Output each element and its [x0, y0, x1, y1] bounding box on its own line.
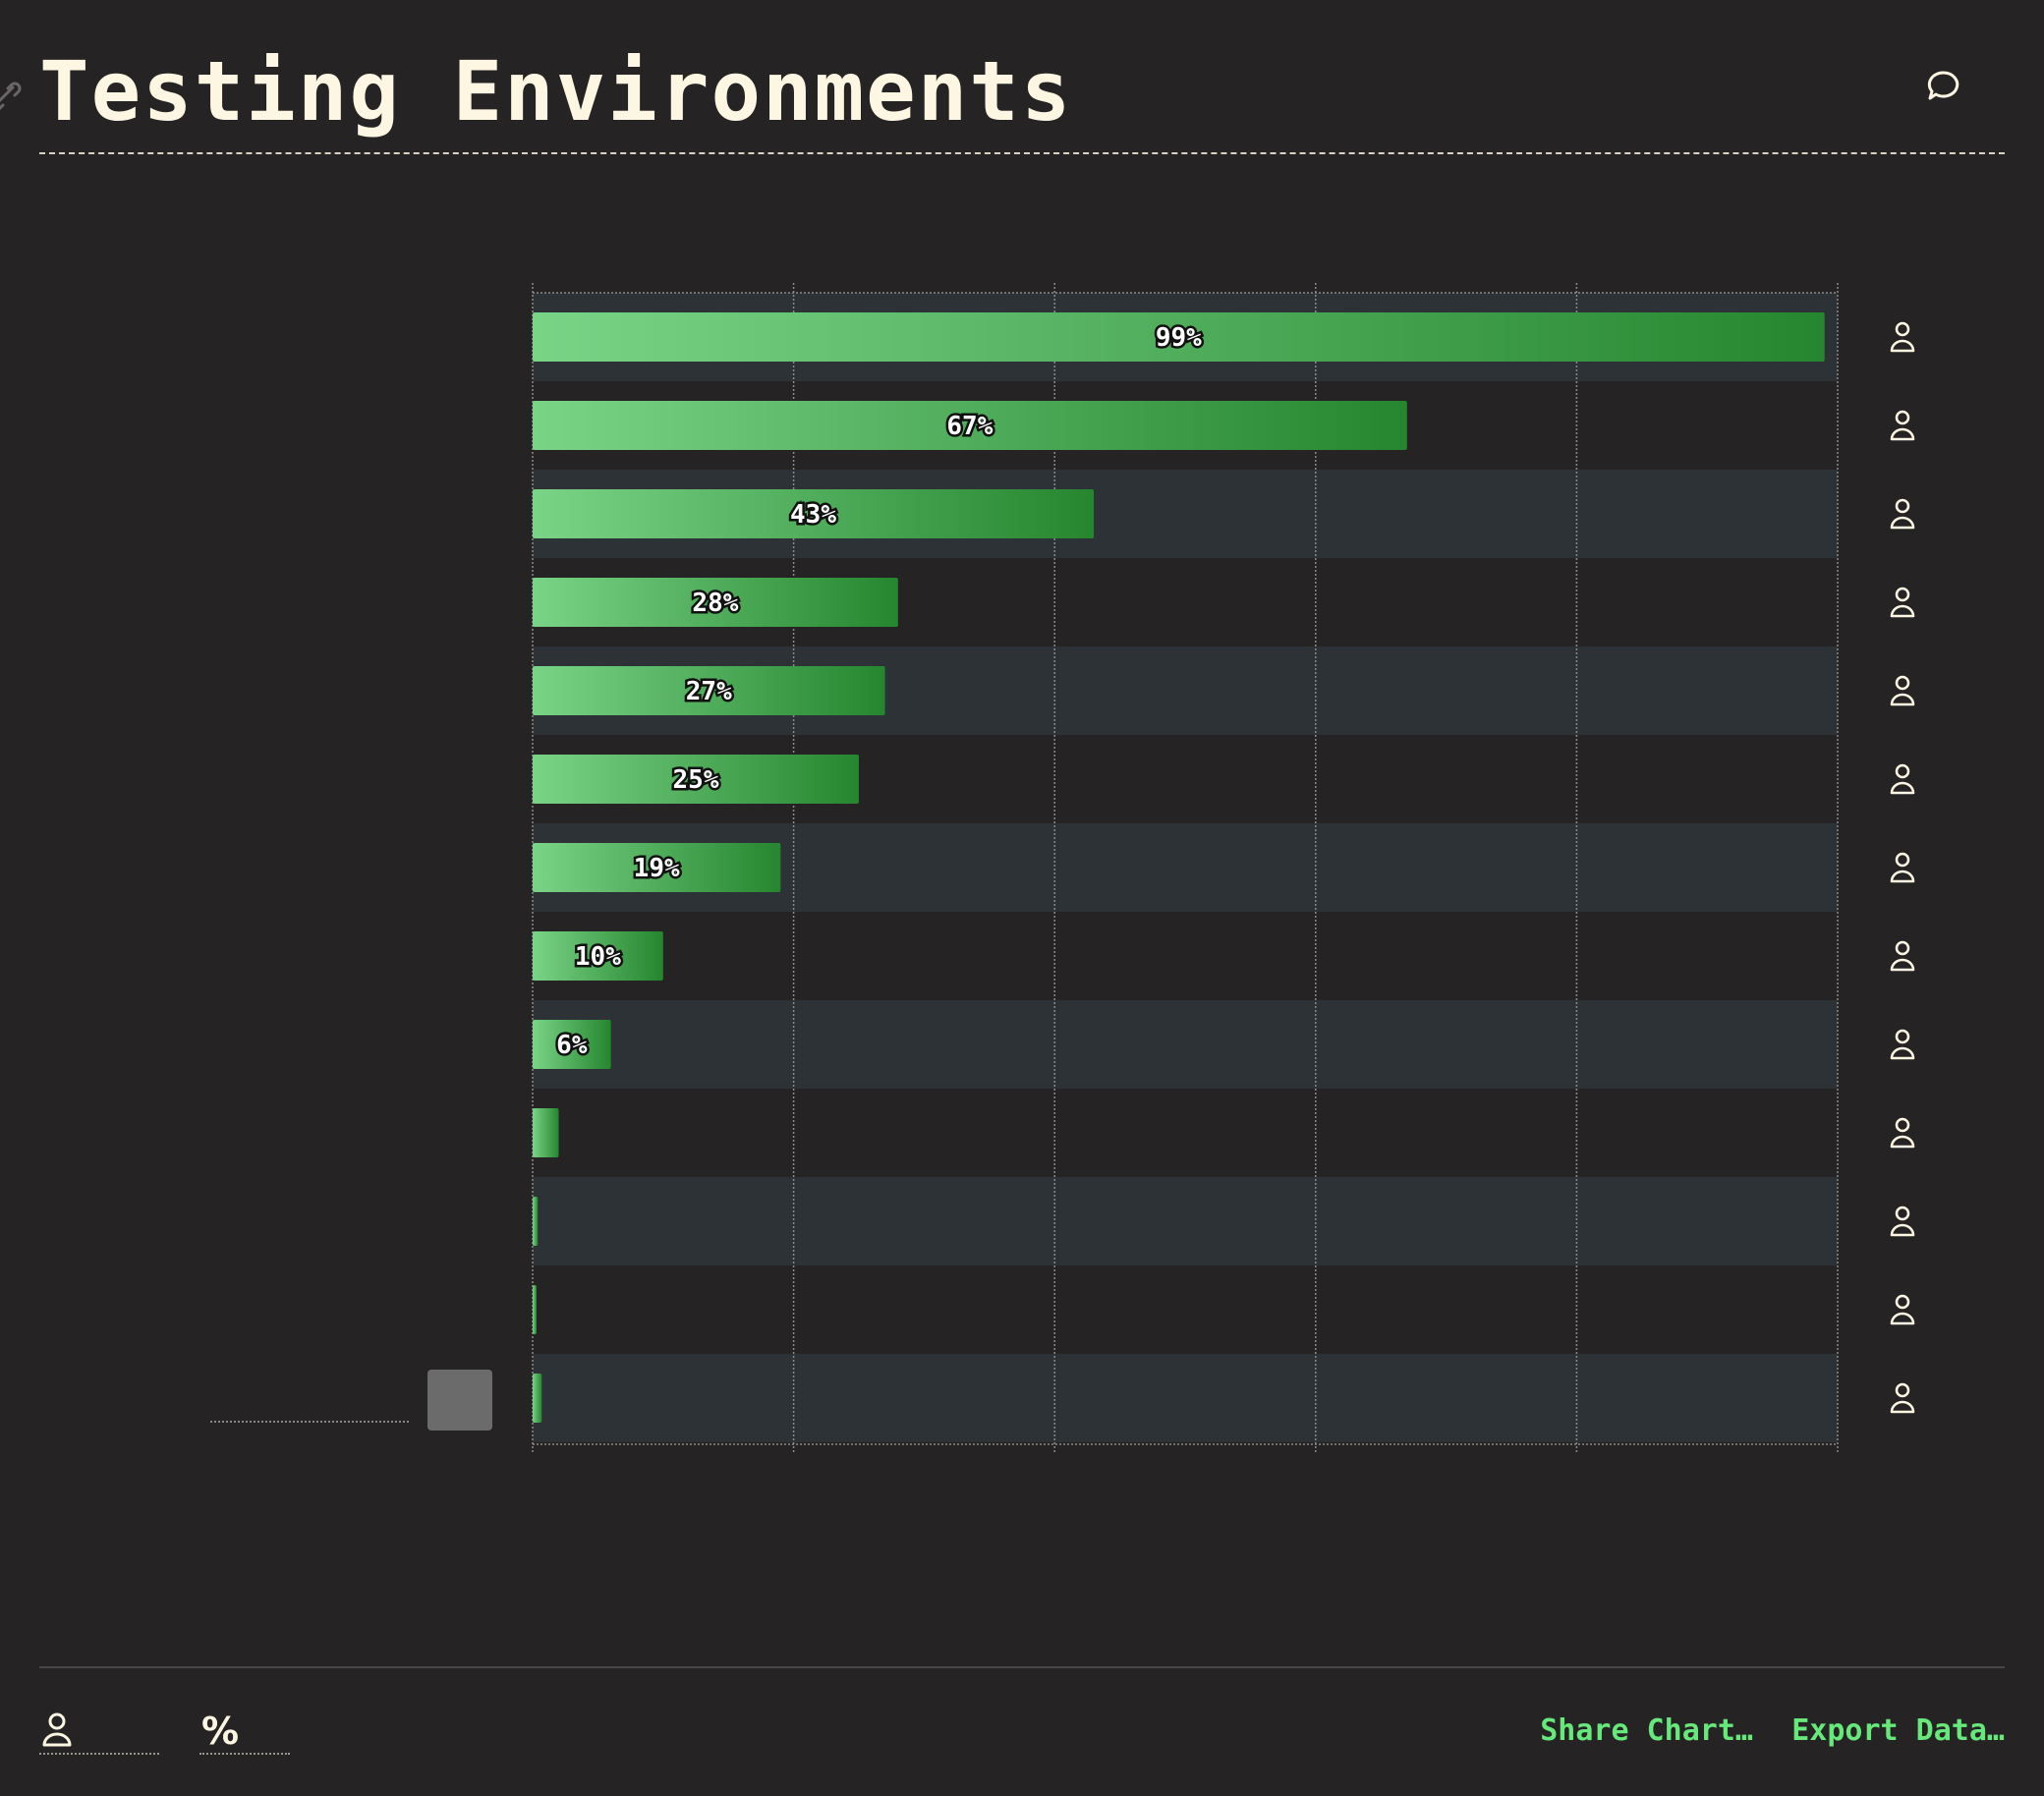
percent-icon: %	[201, 1710, 240, 1753]
link-icon	[0, 82, 22, 111]
person-icon	[1890, 321, 1915, 353]
bar-value-label: 19%	[634, 854, 680, 883]
category-swatch	[427, 1370, 492, 1431]
row-band	[533, 1177, 1838, 1265]
person-icon	[1890, 410, 1915, 441]
show-counts-toggle[interactable]	[39, 1710, 159, 1755]
bar[interactable]	[533, 843, 781, 892]
person-icon	[1890, 498, 1915, 530]
person-icon	[1890, 1029, 1915, 1060]
person-icon	[1890, 1117, 1915, 1149]
bar[interactable]	[533, 312, 1825, 362]
person-icon	[1890, 1294, 1915, 1325]
share-chart-button[interactable]: Share Chart…	[1540, 1713, 1753, 1748]
bar[interactable]	[533, 1285, 537, 1334]
person-icon	[1890, 1382, 1915, 1414]
bar-value-label: 67%	[946, 412, 993, 441]
person-icon	[1890, 1206, 1915, 1237]
bar-value-label: 28%	[692, 589, 738, 618]
bar[interactable]	[533, 578, 898, 627]
bar[interactable]	[533, 931, 663, 981]
bar-value-label: 25%	[673, 765, 719, 795]
export-data-button[interactable]: Export Data…	[1791, 1713, 2005, 1748]
comment-icon[interactable]	[1924, 67, 1963, 106]
bar[interactable]	[533, 1108, 559, 1157]
bar[interactable]	[533, 1374, 542, 1423]
bar-value-label: 10%	[575, 942, 621, 972]
bar[interactable]	[533, 1197, 539, 1246]
person-icon	[1890, 852, 1915, 883]
person-icon	[1890, 940, 1915, 972]
bar[interactable]	[533, 401, 1407, 450]
row-band	[533, 1000, 1838, 1089]
bar-value-label: 6%	[556, 1031, 588, 1060]
bar[interactable]	[533, 755, 859, 804]
show-percent-toggle[interactable]: %	[199, 1710, 290, 1755]
page-title: Testing Environments	[39, 43, 1073, 140]
bar-value-label: 99%	[1156, 323, 1202, 353]
bar[interactable]	[533, 1020, 611, 1069]
person-icon	[42, 1712, 72, 1747]
person-icon	[1890, 675, 1915, 706]
bar[interactable]	[533, 666, 885, 715]
bar[interactable]	[533, 489, 1095, 538]
bar-chart: 99% 67% 43% 28% 27% 25% 19% 10% 6%	[210, 283, 1915, 1454]
header-divider	[39, 152, 2005, 154]
category-label-placeholder	[210, 1370, 492, 1431]
footer-divider	[39, 1666, 2005, 1668]
person-icon	[1890, 763, 1915, 795]
bar-value-label: 27%	[686, 677, 732, 706]
person-icon	[1890, 587, 1915, 618]
bar-value-label: 43%	[790, 500, 836, 530]
row-band	[533, 1354, 1838, 1442]
